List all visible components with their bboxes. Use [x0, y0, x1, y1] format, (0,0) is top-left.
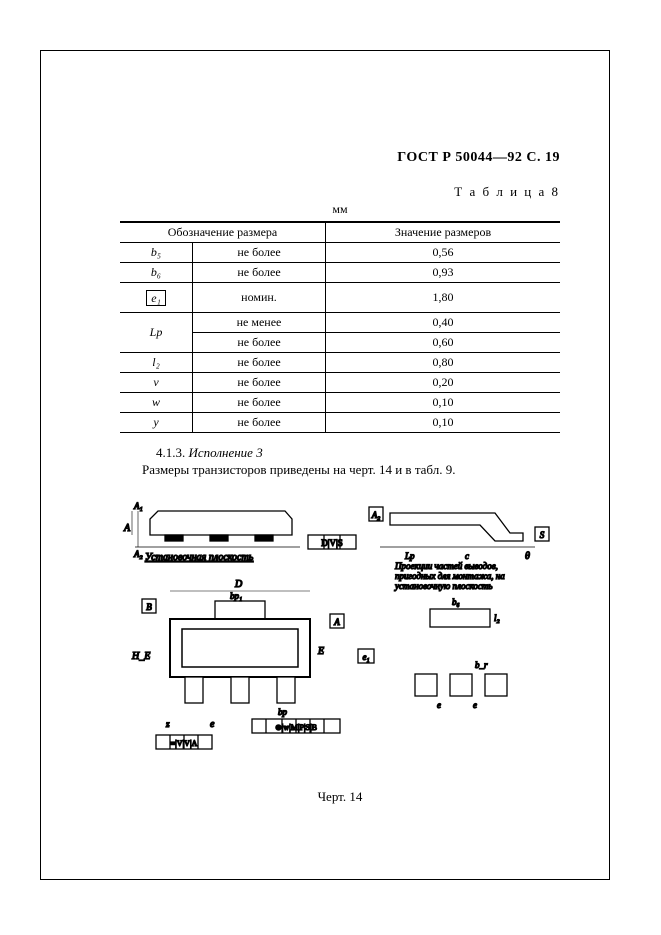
- boxed-symbol: e₁: [146, 290, 166, 306]
- svg-text:Установочная плоскость: Установочная плоскость: [145, 552, 254, 563]
- cond-cell: не более: [193, 373, 326, 393]
- table-head-left: Обозначение размера: [120, 222, 326, 243]
- technical-drawing-svg: Установочная плоскость A A₁ A₂ D|V|S: [120, 499, 560, 779]
- svg-text:≡|V|V|A: ≡|V|V|A: [171, 739, 198, 748]
- page-content: ГОСТ Р 50044—92 С. 19 Т а б л и ц а 8 мм…: [120, 150, 560, 805]
- svg-text:D|V|S: D|V|S: [321, 538, 343, 548]
- svg-text:H_E: H_E: [131, 651, 150, 662]
- bottom-view: B D bp₁ E H_E: [131, 579, 374, 749]
- cond-cell: не более: [193, 333, 326, 353]
- sym-cell: v: [120, 373, 193, 393]
- section-paragraph: 4.1.3. Исполнение 3 Размеры транзисторов…: [142, 445, 560, 479]
- val-cell: 0,20: [326, 373, 561, 393]
- val-cell: 0,10: [326, 413, 561, 433]
- svg-text:A₂: A₂: [371, 510, 381, 520]
- svg-text:D: D: [234, 579, 243, 590]
- svg-text:e: e: [473, 700, 477, 710]
- table-row: y не более 0,10: [120, 413, 560, 433]
- svg-text:c: c: [465, 551, 469, 561]
- val-cell: 0,10: [326, 393, 561, 413]
- section-body: Размеры транзисторов приведены на черт. …: [142, 462, 455, 477]
- figure-caption: Черт. 14: [120, 789, 560, 805]
- svg-text:θ: θ: [525, 551, 530, 562]
- table-caption: Т а б л и ц а 8: [120, 184, 560, 200]
- table-row: l₂ не более 0,80: [120, 353, 560, 373]
- sym-cell: e₁: [120, 283, 193, 313]
- svg-text:S: S: [540, 530, 545, 540]
- svg-text:bp₁: bp₁: [230, 591, 242, 601]
- svg-text:Lp: Lp: [404, 551, 415, 561]
- dimensions-table: Обозначение размера Значение размеров b₅…: [120, 221, 560, 433]
- svg-text:A: A: [333, 617, 340, 627]
- sym-cell: y: [120, 413, 193, 433]
- svg-text:Проекции частей выводов,: Проекции частей выводов,: [394, 561, 498, 571]
- svg-text:e₁: e₁: [362, 652, 369, 662]
- sym-cell: w: [120, 393, 193, 413]
- document-id: ГОСТ Р 50044—92 С. 19: [120, 150, 560, 166]
- svg-text:A: A: [123, 523, 131, 534]
- cond-cell: не более: [193, 413, 326, 433]
- footprint-single: b₆ l₂: [430, 597, 500, 627]
- sym-cell: Lp: [120, 313, 193, 353]
- svg-text:b₆: b₆: [452, 597, 460, 607]
- table-row: v не более 0,20: [120, 373, 560, 393]
- table-row: b₅ не более 0,56: [120, 243, 560, 263]
- side-elevation: Установочная плоскость A A₁ A₂ D|V|S: [123, 501, 356, 563]
- svg-text:E: E: [317, 646, 324, 657]
- svg-text:e: e: [210, 719, 215, 730]
- svg-text:пригодных для монтажа, на: пригодных для монтажа, на: [395, 571, 505, 581]
- footprint-triple: b_r e e: [415, 660, 507, 710]
- table-row: b₆ не более 0,93: [120, 263, 560, 283]
- section-title: Исполнение 3: [189, 445, 263, 460]
- svg-text:e: e: [437, 700, 441, 710]
- val-cell: 0,56: [326, 243, 561, 263]
- svg-text:b_r: b_r: [475, 660, 488, 670]
- sym-cell: l₂: [120, 353, 193, 373]
- val-cell: 0,60: [326, 333, 561, 353]
- section-number: 4.1.3.: [156, 445, 185, 460]
- cond-cell: не менее: [193, 313, 326, 333]
- val-cell: 0,40: [326, 313, 561, 333]
- val-cell: 0,93: [326, 263, 561, 283]
- cond-cell: не более: [193, 393, 326, 413]
- cond-cell: не более: [193, 353, 326, 373]
- figure-14: Установочная плоскость A A₁ A₂ D|V|S: [120, 499, 560, 779]
- svg-text:A₂: A₂: [133, 549, 143, 559]
- svg-text:B: B: [146, 602, 152, 612]
- unit-label: мм: [120, 202, 560, 217]
- svg-text:l₂: l₂: [494, 613, 500, 623]
- val-cell: 1,80: [326, 283, 561, 313]
- lead-profile: A₂ Lp c S θ Проекции частей выводов, при…: [369, 507, 549, 591]
- cond-cell: номин.: [193, 283, 326, 313]
- table-row: Lp не менее 0,40: [120, 313, 560, 333]
- table-row: w не более 0,10: [120, 393, 560, 413]
- sym-cell: b₅: [120, 243, 193, 263]
- cond-cell: не более: [193, 263, 326, 283]
- table-row: e₁ номин. 1,80: [120, 283, 560, 313]
- svg-text:bp: bp: [278, 707, 288, 717]
- svg-text:z: z: [165, 719, 170, 729]
- svg-text:A₁: A₁: [133, 501, 143, 511]
- svg-text:установочную плоскость: установочную плоскость: [394, 581, 492, 591]
- val-cell: 0,80: [326, 353, 561, 373]
- sym-cell: b₆: [120, 263, 193, 283]
- svg-text:⊕|w|M|P|S|B: ⊕|w|M|P|S|B: [275, 723, 317, 732]
- cond-cell: не более: [193, 243, 326, 263]
- table-head-right: Значение размеров: [326, 222, 561, 243]
